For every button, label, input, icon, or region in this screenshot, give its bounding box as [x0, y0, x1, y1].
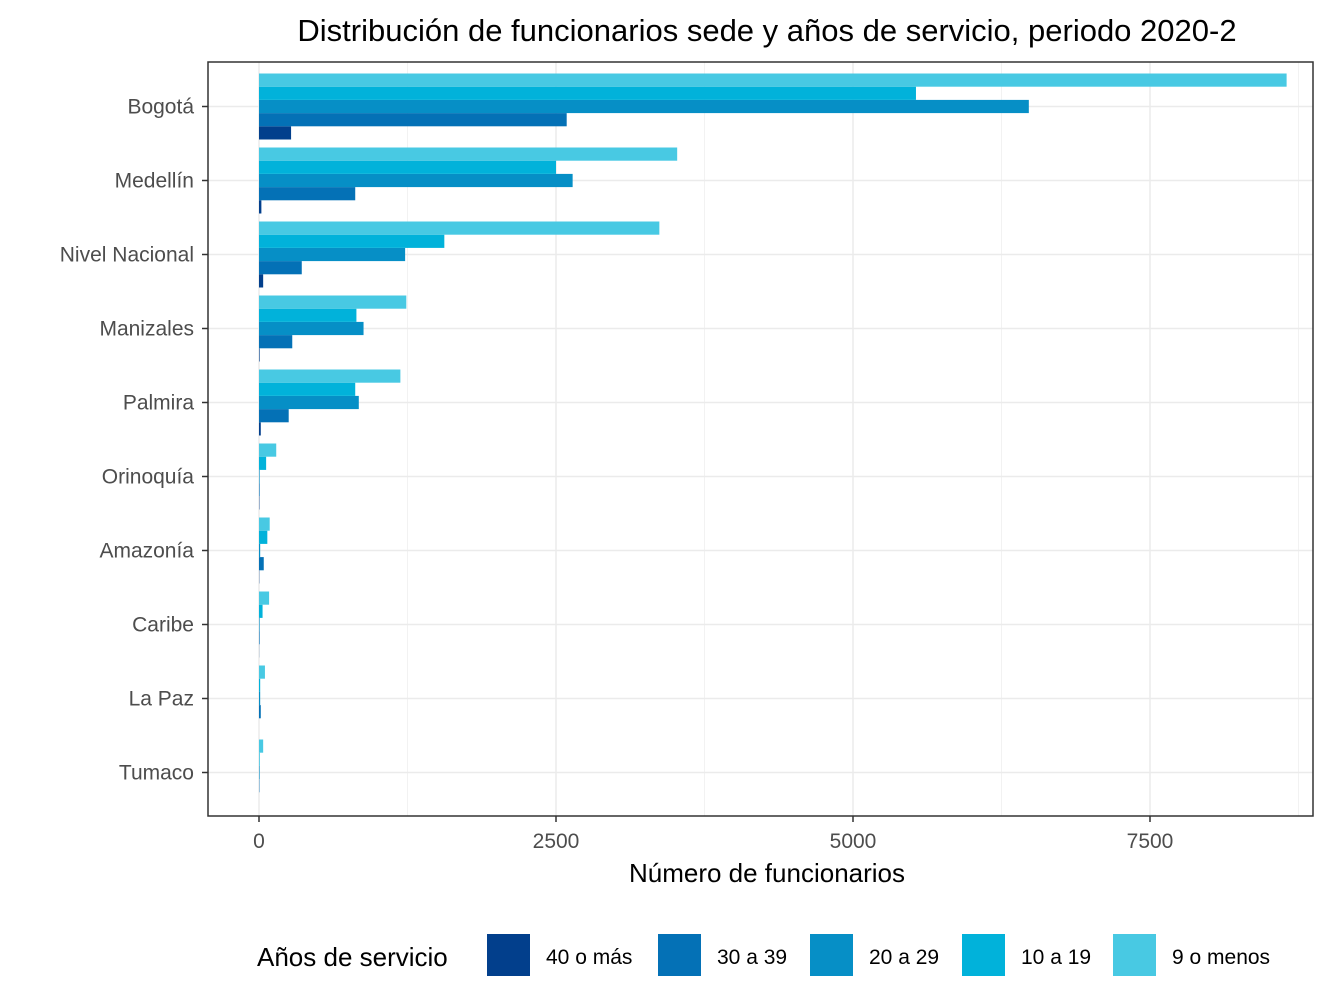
y-axis: Bogotá Medellín Nivel Nacional Manizales Pal… [60, 96, 208, 785]
y-tick-label: Orinoquía [102, 466, 195, 489]
legend-key [658, 934, 701, 976]
legend-key [487, 934, 530, 976]
legend: Años de servicio 40 o más 30 a 39 20 a 29 1… [257, 934, 1270, 976]
bar [259, 456, 267, 470]
panel-border [207, 61, 1314, 817]
bar [259, 321, 364, 336]
x-tick-label: 7500 [1127, 830, 1174, 853]
y-tick-label: Palmira [123, 392, 195, 415]
bar [259, 99, 1029, 114]
bar [259, 483, 260, 497]
legend-label: 20 a 29 [869, 946, 939, 969]
legend-title: Años de servicio [257, 942, 448, 972]
bar [259, 469, 260, 484]
bar [259, 752, 260, 766]
y-tick-label: La Paz [129, 688, 194, 711]
bar [259, 557, 264, 571]
y-tick-label: Tumaco [119, 762, 194, 785]
chart-title: Distribución de funcionarios sede y años… [297, 13, 1236, 48]
legend-key [1113, 934, 1156, 976]
x-axis-title: Número de funcionarios [629, 858, 905, 888]
bar [259, 274, 264, 288]
y-tick-label: Bogotá [127, 96, 194, 119]
bar [259, 86, 916, 100]
bar [259, 409, 289, 423]
bar [259, 443, 277, 457]
plot-panel [207, 61, 1314, 817]
bar [259, 422, 261, 436]
bar [259, 739, 264, 753]
bar [259, 617, 260, 632]
panel-background [208, 62, 1313, 816]
bar [259, 221, 660, 235]
bar [259, 631, 260, 645]
bar [259, 335, 293, 349]
legend-label: 9 o menos [1172, 946, 1270, 969]
bar [259, 604, 263, 618]
bar [259, 765, 260, 780]
bar [259, 382, 356, 396]
legend-key [962, 934, 1005, 976]
y-tick-label: Medellín [115, 170, 194, 193]
bar [259, 691, 261, 706]
bar [259, 234, 445, 248]
y-tick-label: Manizales [99, 318, 194, 341]
x-tick-label: 2500 [533, 830, 580, 853]
y-tick-label: Caribe [132, 614, 194, 637]
bar [259, 395, 359, 410]
legend-label: 10 a 19 [1021, 946, 1091, 969]
bar [259, 543, 261, 558]
bar [259, 113, 567, 127]
bar [259, 308, 357, 322]
bar [259, 200, 262, 214]
bar [259, 705, 261, 719]
y-tick-label: Nivel Nacional [60, 244, 194, 267]
bar [259, 665, 265, 679]
bar [259, 247, 406, 262]
bar [259, 187, 356, 201]
x-tick-label: 0 [253, 830, 265, 853]
bar [259, 348, 260, 362]
bar [259, 517, 270, 531]
bar [259, 73, 1287, 87]
bar [259, 591, 270, 605]
bar [259, 160, 556, 174]
x-axis: 0 2500 5000 7500 [253, 816, 1173, 853]
legend-label: 40 o más [546, 946, 632, 969]
legend-label: 30 a 39 [717, 946, 787, 969]
bar [259, 369, 401, 383]
bar [259, 126, 292, 140]
bar [259, 147, 678, 161]
bar [259, 530, 268, 544]
bar [259, 173, 573, 188]
bar [259, 678, 261, 692]
bar [259, 261, 302, 275]
legend-key [810, 934, 853, 976]
bar [259, 295, 407, 309]
y-tick-label: Amazonía [99, 540, 194, 563]
x-tick-label: 5000 [830, 830, 877, 853]
